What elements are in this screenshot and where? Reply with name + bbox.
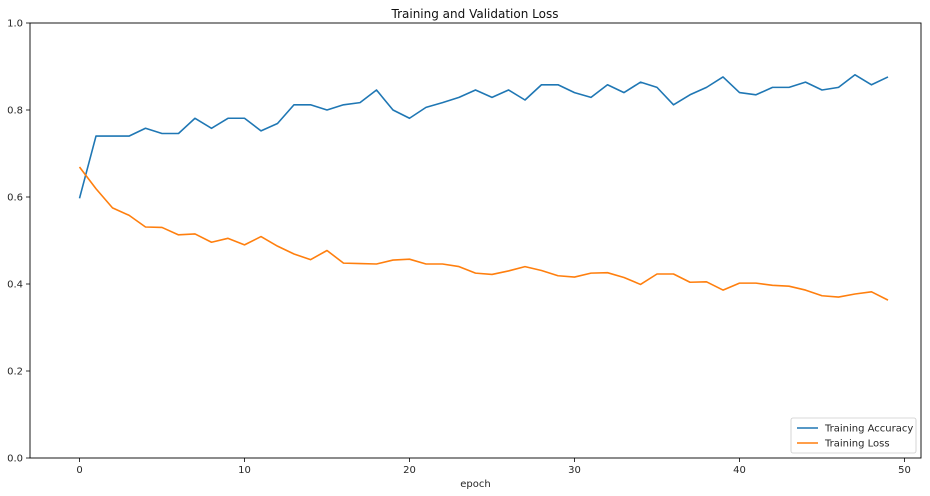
x-tick-label: 10 (238, 465, 251, 476)
y-tick-label: 0.6 (7, 193, 23, 204)
axes-frame (29, 22, 922, 459)
x-tick-label: 50 (898, 465, 911, 476)
x-axis-label: epoch (460, 479, 490, 490)
legend-label-training-accuracy: Training Accuracy (824, 424, 913, 435)
y-tick-label: 1.0 (7, 19, 23, 30)
y-tick-label: 0.2 (7, 367, 23, 378)
plot-area: 0.0 0.2 0.4 0.6 0.8 1.0 0 10 20 30 40 50 (7, 19, 911, 477)
chart-title: Training and Validation Loss (391, 7, 559, 21)
x-tick-label: 40 (733, 465, 746, 476)
x-tick-label: 30 (568, 465, 581, 476)
y-tick-label: 0.8 (7, 106, 23, 117)
x-tick-label: 0 (76, 465, 82, 476)
series-line-training-loss (78, 166, 889, 301)
series-line-training-accuracy (78, 73, 889, 199)
y-tick-label: 0.0 (7, 454, 23, 465)
legend: Training Accuracy Training Loss (790, 417, 917, 454)
x-tick-label: 20 (403, 465, 416, 476)
legend-box (790, 417, 917, 454)
y-tick-label: 0.4 (7, 280, 23, 291)
legend-label-training-loss: Training Loss (824, 439, 890, 450)
